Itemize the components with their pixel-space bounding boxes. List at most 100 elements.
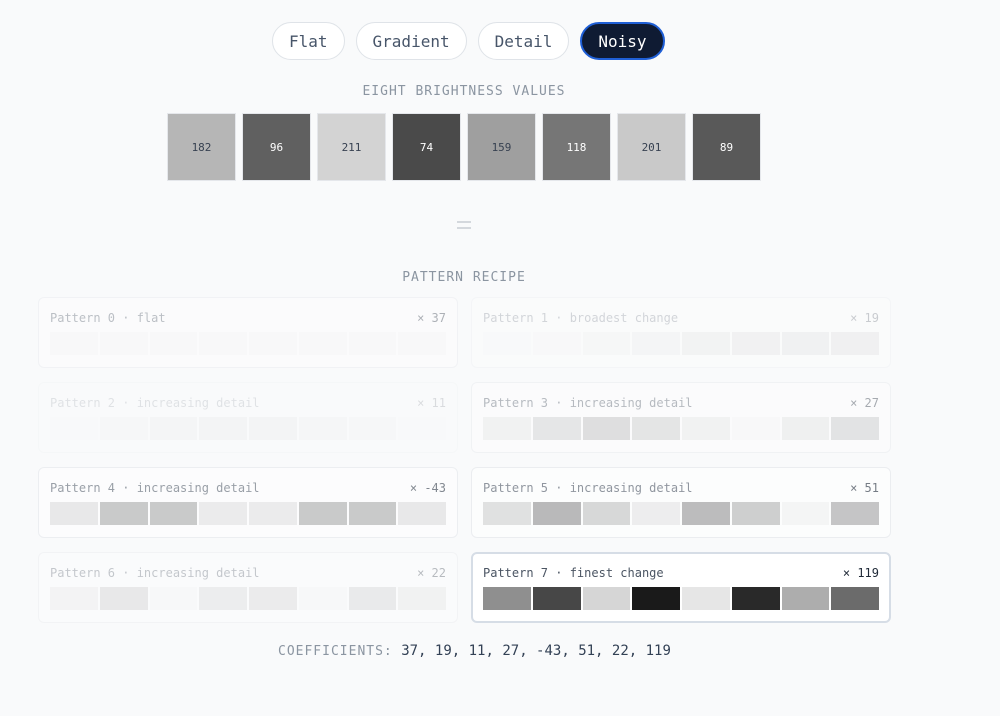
pattern-grid: Pattern 0 · flat × 37 Pattern 1 · broadest…: [38, 297, 891, 623]
pattern-bars: [483, 587, 879, 610]
pattern-cell: [781, 502, 830, 525]
pattern-cell: [483, 502, 531, 525]
tab-flat[interactable]: Flat: [272, 22, 345, 60]
pattern-cell: [532, 587, 581, 610]
pattern-cell: [731, 417, 780, 440]
pattern-title: Pattern 2 · increasing detail: [50, 396, 260, 410]
pattern-multiplier: × 11: [417, 396, 446, 410]
coefficients-values: 37, 19, 11, 27, -43, 51, 22, 119: [401, 643, 671, 659]
pattern-cell: [483, 332, 531, 355]
pattern-card[interactable]: Pattern 5 · increasing detail × 51: [471, 467, 891, 538]
pattern-card[interactable]: Pattern 1 · broadest change × 19: [471, 297, 891, 368]
pattern-cell: [50, 502, 98, 525]
pattern-cell: [682, 417, 730, 440]
pattern-bars: [50, 417, 446, 440]
pattern-cell: [398, 502, 446, 525]
pattern-cell: [398, 332, 446, 355]
pattern-cell: [99, 587, 148, 610]
pattern-cell: [483, 417, 531, 440]
pattern-cell: [632, 502, 680, 525]
pattern-card[interactable]: Pattern 3 · increasing detail × 27: [471, 382, 891, 453]
pattern-card[interactable]: Pattern 4 · increasing detail × -43: [38, 467, 458, 538]
pattern-bars: [50, 332, 446, 355]
pattern-cell: [632, 332, 680, 355]
pattern-cell: [831, 417, 879, 440]
pattern-title: Pattern 1 · broadest change: [483, 311, 679, 325]
brightness-row: 182 96 211 74 159 118 201 89: [167, 113, 761, 181]
pattern-cell: [582, 332, 631, 355]
pattern-cell: [532, 332, 581, 355]
pattern-card[interactable]: Pattern 7 · finest change × 119: [471, 552, 891, 623]
pattern-cell: [249, 502, 297, 525]
brightness-cell: 211: [317, 113, 386, 181]
pattern-multiplier: × 119: [842, 566, 879, 580]
pattern-title: Pattern 6 · increasing detail: [50, 566, 260, 580]
pattern-cell: [731, 332, 780, 355]
pattern-cell: [682, 332, 730, 355]
pattern-cell: [199, 502, 247, 525]
pattern-cell: [483, 587, 531, 610]
pattern-header: Pattern 2 · increasing detail × 11: [50, 395, 446, 411]
pattern-cell: [682, 587, 730, 610]
pattern-bars: [50, 587, 446, 610]
brightness-cell: 96: [242, 113, 311, 181]
pattern-bars: [483, 502, 879, 525]
pattern-cell: [249, 332, 297, 355]
pattern-header: Pattern 4 · increasing detail × -43: [50, 480, 446, 496]
pattern-header: Pattern 3 · increasing detail × 27: [483, 395, 879, 411]
pattern-cell: [249, 587, 297, 610]
pattern-cell: [532, 417, 581, 440]
pattern-cell: [582, 502, 631, 525]
pattern-cell: [298, 502, 347, 525]
pattern-cell: [50, 332, 98, 355]
pattern-cell: [398, 417, 446, 440]
pattern-cell: [831, 332, 879, 355]
tab-noisy[interactable]: Noisy: [580, 22, 665, 60]
pattern-title: Pattern 3 · increasing detail: [483, 396, 693, 410]
pattern-cell: [831, 587, 879, 610]
brightness-cell: 159: [467, 113, 536, 181]
pattern-bars: [50, 502, 446, 525]
pattern-cell: [199, 417, 247, 440]
pattern-cell: [348, 502, 397, 525]
pattern-header: Pattern 7 · finest change × 119: [483, 565, 879, 581]
pattern-cell: [781, 587, 830, 610]
pattern-cell: [632, 417, 680, 440]
pattern-header: Pattern 5 · increasing detail × 51: [483, 480, 879, 496]
pattern-multiplier: × 19: [850, 311, 879, 325]
brightness-cell: 182: [167, 113, 236, 181]
pattern-card[interactable]: Pattern 6 · increasing detail × 22: [38, 552, 458, 623]
pattern-cell: [348, 332, 397, 355]
pattern-multiplier: × 27: [850, 396, 879, 410]
brightness-cell: 89: [692, 113, 761, 181]
coefficients-label: COEFFICIENTS:: [278, 644, 393, 659]
pattern-cell: [398, 587, 446, 610]
pattern-header: Pattern 1 · broadest change × 19: [483, 310, 879, 326]
pattern-multiplier: × 51: [850, 481, 879, 495]
pattern-cell: [298, 417, 347, 440]
pattern-cell: [532, 502, 581, 525]
pattern-cell: [149, 417, 198, 440]
pattern-cell: [781, 332, 830, 355]
brightness-cell: 118: [542, 113, 611, 181]
pattern-cell: [149, 587, 198, 610]
pattern-card[interactable]: Pattern 2 · increasing detail × 11: [38, 382, 458, 453]
pattern-cell: [582, 587, 631, 610]
pattern-cell: [249, 417, 297, 440]
brightness-heading: EIGHT BRIGHTNESS VALUES: [362, 84, 566, 99]
pattern-cell: [99, 332, 148, 355]
pattern-cell: [682, 502, 730, 525]
pattern-cell: [348, 417, 397, 440]
coefficients-line: COEFFICIENTS: 37, 19, 11, 27, -43, 51, 2…: [278, 643, 671, 659]
tab-gradient[interactable]: Gradient: [355, 22, 467, 60]
pattern-cell: [199, 332, 247, 355]
pattern-cell: [632, 587, 680, 610]
pattern-multiplier: × -43: [409, 481, 446, 495]
mode-tabs: Flat Gradient Detail Noisy: [272, 22, 665, 60]
pattern-card[interactable]: Pattern 0 · flat × 37: [38, 297, 458, 368]
pattern-cell: [348, 587, 397, 610]
tab-detail[interactable]: Detail: [477, 22, 570, 60]
pattern-multiplier: × 22: [417, 566, 446, 580]
pattern-cell: [298, 332, 347, 355]
